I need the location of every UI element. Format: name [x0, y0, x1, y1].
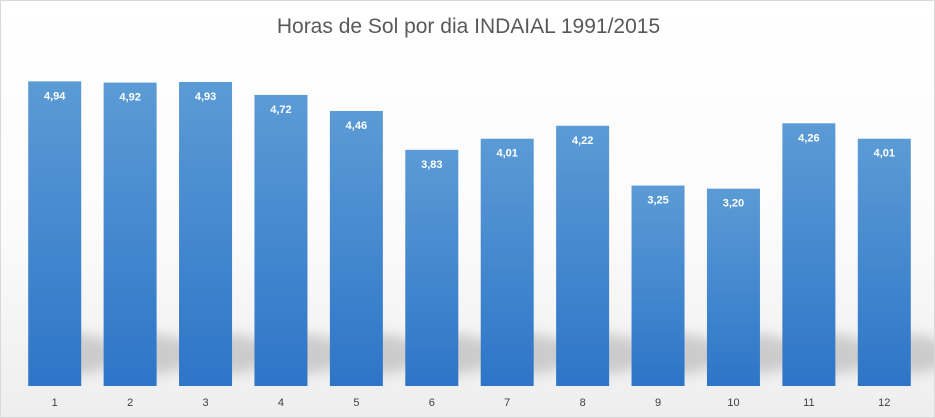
x-tick-label-5: 5: [353, 397, 359, 409]
data-label-4: 4,72: [270, 104, 291, 116]
data-label-9: 3,25: [647, 195, 668, 207]
x-tick-label-4: 4: [278, 397, 284, 409]
x-tick-label-6: 6: [429, 397, 435, 409]
bar-9: [631, 185, 685, 386]
bar-11: [782, 123, 836, 387]
data-label-5: 4,46: [346, 120, 367, 132]
x-tick-label-7: 7: [504, 397, 510, 409]
bar-5: [329, 110, 383, 386]
bar-4: [254, 94, 308, 386]
data-label-12: 4,01: [874, 148, 895, 160]
chart-title: Horas de Sol por dia INDAIAL 1991/2015: [276, 15, 661, 38]
data-label-1: 4,94: [44, 90, 66, 102]
x-tick-label-2: 2: [127, 397, 133, 409]
data-label-8: 4,22: [572, 135, 593, 147]
x-tick-label-1: 1: [52, 397, 58, 409]
bar-2: [103, 82, 157, 386]
x-tick-label-12: 12: [878, 397, 890, 409]
data-label-3: 4,93: [195, 91, 216, 103]
data-label-2: 4,92: [119, 92, 140, 104]
x-tick-label-3: 3: [202, 397, 208, 409]
x-tick-label-10: 10: [727, 397, 739, 409]
bar-8: [556, 125, 610, 387]
bar-1: [28, 81, 82, 386]
data-label-11: 4,26: [798, 132, 819, 144]
bar-6: [405, 149, 459, 386]
x-tick-label-9: 9: [655, 397, 661, 409]
bar-7: [480, 138, 534, 386]
bar-10: [706, 188, 760, 386]
data-label-10: 3,20: [723, 198, 744, 210]
x-tick-label-11: 11: [803, 397, 814, 409]
bar-3: [179, 81, 233, 386]
data-label-6: 3,83: [421, 159, 442, 171]
data-label-7: 4,01: [496, 148, 517, 160]
x-tick-label-8: 8: [580, 397, 586, 409]
bar-12: [857, 138, 911, 386]
